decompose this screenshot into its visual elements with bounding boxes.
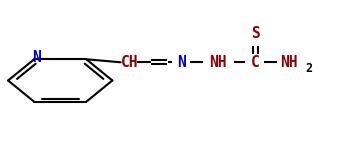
Text: CH: CH	[121, 55, 138, 70]
Text: C: C	[251, 55, 260, 70]
Text: NH: NH	[280, 55, 298, 70]
Text: NH: NH	[210, 55, 227, 70]
Text: N: N	[177, 55, 186, 70]
Text: S: S	[251, 26, 260, 41]
Text: 2: 2	[306, 62, 313, 75]
Text: N: N	[32, 50, 40, 65]
